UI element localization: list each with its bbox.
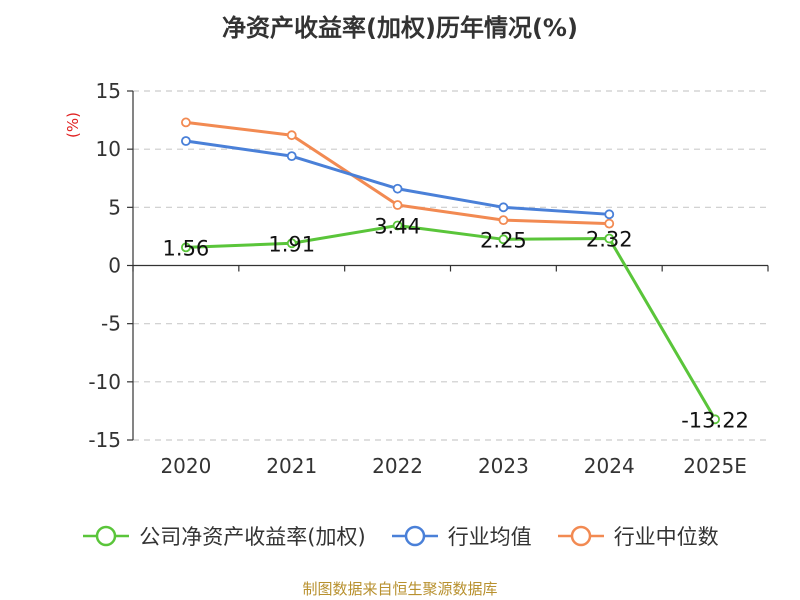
- data-point: [604, 233, 615, 244]
- y-tick-label: -10: [88, 370, 121, 394]
- data-point: [286, 130, 297, 141]
- source-note: 制图数据来自恒生聚源数据库: [302, 580, 498, 598]
- y-tick-label: -15: [88, 428, 121, 452]
- data-point: [181, 136, 191, 146]
- axes: 15 10 5 0 -5 -10 -15 2020 2021 2022 2023 2024 2025E (…: [64, 79, 769, 478]
- legend-item-2[interactable]: 行业中位数: [556, 521, 719, 551]
- legend-label: 公司净资产收益率(加权): [139, 525, 366, 549]
- data-point: [498, 215, 509, 226]
- data-label: 2.32: [586, 228, 633, 252]
- legend: 公司净资产收益率(加权) 行业均值 行业中位数: [0, 520, 800, 552]
- y-tick-label: 0: [108, 254, 121, 278]
- data-point: [498, 202, 509, 213]
- series-line-0: [185, 223, 717, 421]
- y-tick-label: -5: [101, 312, 121, 336]
- data-label: 2.25: [480, 228, 527, 252]
- data-point: [604, 209, 615, 220]
- grid-lines: [133, 90, 768, 441]
- y-axis-label: (%): [64, 112, 82, 138]
- legend-swatch: [83, 525, 130, 547]
- data-point: [181, 117, 191, 128]
- series-lines: [181, 117, 720, 425]
- data-point: [286, 238, 297, 249]
- data-label: 1.56: [163, 236, 210, 260]
- data-point: [286, 151, 297, 162]
- legend-label: 行业中位数: [613, 525, 719, 549]
- legend-item-0[interactable]: 公司净资产收益率(加权): [81, 521, 366, 551]
- legend-swatch: [391, 525, 438, 547]
- x-tick-label: 2023: [478, 454, 529, 478]
- y-tick-label: 15: [96, 79, 121, 103]
- legend-label: 行业均值: [447, 525, 532, 549]
- x-tick-label: 2020: [160, 454, 211, 478]
- data-label: 3.44: [374, 214, 421, 238]
- data-point: [498, 234, 509, 245]
- data-point: [392, 183, 403, 194]
- legend-swatch: [557, 525, 604, 547]
- x-tick-label: 2024: [584, 454, 635, 478]
- legend-item-1[interactable]: 行业均值: [390, 521, 532, 551]
- data-point: [392, 220, 403, 231]
- y-tick-label: 5: [108, 195, 121, 219]
- data-point: [604, 218, 615, 229]
- x-tick-label: 2022: [372, 454, 423, 478]
- x-tick-label: 2021: [266, 454, 317, 478]
- data-point: [710, 414, 720, 425]
- data-label: 1.91: [268, 232, 315, 256]
- y-tick-label: 10: [96, 137, 121, 161]
- data-label: -13.22: [681, 408, 749, 432]
- data-labels: 1.56 1.91 3.44 2.25 2.32 -13.22: [163, 214, 749, 432]
- chart-title: 净资产收益率(加权)历年情况(%): [222, 14, 578, 42]
- data-point: [181, 242, 191, 253]
- x-tick-label: 2025E: [683, 454, 747, 478]
- data-point: [392, 200, 403, 210]
